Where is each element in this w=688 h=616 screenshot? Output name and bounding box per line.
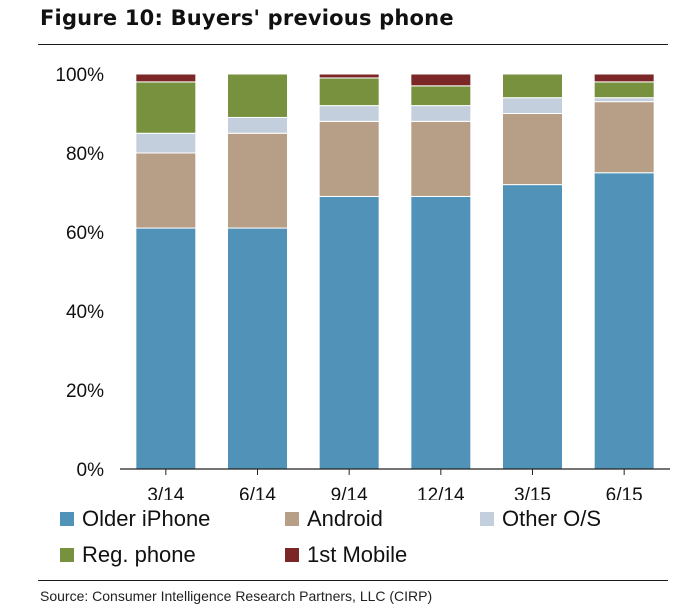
legend-swatch-older-iphone bbox=[60, 512, 74, 526]
y-tick-label: 80% bbox=[66, 144, 104, 165]
y-tick-label: 0% bbox=[77, 460, 105, 481]
legend-label-android: Android bbox=[307, 506, 383, 531]
x-tick-label: 9/14 bbox=[331, 485, 368, 500]
bar-segment-older-iphone bbox=[227, 227, 288, 470]
bar-segment-android bbox=[593, 101, 655, 174]
bar-segment-1st-mobile bbox=[135, 73, 197, 83]
bar-segment-other-o-s bbox=[135, 132, 197, 154]
bar-segment-android bbox=[135, 152, 197, 229]
bar-segment-older-iphone bbox=[410, 195, 472, 470]
bar-segment-other-o-s bbox=[502, 97, 563, 114]
bar-segment-older-iphone bbox=[318, 195, 380, 470]
chart-title: Figure 10: Buyers' previous phone bbox=[40, 6, 454, 30]
bar-segment-1st-mobile bbox=[318, 73, 380, 79]
x-tick-label: 6/14 bbox=[239, 485, 276, 500]
bar-segment-reg-phone bbox=[593, 81, 655, 99]
bar-segment-reg-phone bbox=[135, 81, 197, 134]
legend-item-1st-mobile: 1st Mobile bbox=[285, 542, 407, 568]
legend-item-older-iphone: Older iPhone bbox=[60, 506, 210, 532]
legend-label-1st-mobile: 1st Mobile bbox=[307, 542, 408, 567]
bar-segment-android bbox=[502, 113, 563, 186]
legend-label-reg-phone: Reg. phone bbox=[82, 542, 196, 567]
legend-swatch-other-os bbox=[480, 512, 494, 526]
legend-swatch-1st-mobile bbox=[285, 548, 299, 562]
legend-swatch-android bbox=[285, 512, 299, 526]
source-note: Source: Consumer Intelligence Research P… bbox=[40, 588, 433, 604]
stacked-bar-chart: 0% 20% 40% 60% 80% 100% 3/14 6/14 9/14 12/14 3/15 6… bbox=[55, 65, 670, 500]
bar-segment-1st-mobile bbox=[593, 73, 655, 83]
bar-segment-older-iphone bbox=[135, 227, 197, 470]
bar-segment-older-iphone bbox=[593, 172, 655, 470]
bar-segment-reg-phone bbox=[318, 77, 380, 107]
legend-swatch-reg-phone bbox=[60, 548, 74, 562]
legend-item-android: Android bbox=[285, 506, 383, 532]
bar-segment-reg-phone bbox=[227, 73, 288, 118]
bar-segment-other-o-s bbox=[410, 105, 472, 122]
legend-item-other-os: Other O/S bbox=[480, 506, 601, 532]
x-tick-label: 3/15 bbox=[514, 485, 551, 500]
source-rule bbox=[38, 580, 668, 581]
y-tick-label: 60% bbox=[66, 223, 104, 244]
bar-segment-android bbox=[227, 132, 288, 229]
bar-segment-reg-phone bbox=[502, 73, 563, 99]
x-tick-label: 6/15 bbox=[606, 485, 643, 500]
title-rule bbox=[38, 44, 668, 45]
y-tick-label: 100% bbox=[55, 65, 104, 86]
bar-segment-android bbox=[318, 120, 380, 197]
bar-segment-other-o-s bbox=[593, 97, 655, 103]
bar-segment-reg-phone bbox=[410, 85, 472, 107]
legend-label-other-os: Other O/S bbox=[502, 506, 602, 531]
bar-segment-android bbox=[410, 120, 472, 197]
y-tick-label: 40% bbox=[66, 302, 104, 323]
y-tick-label: 20% bbox=[66, 381, 104, 402]
legend-item-reg-phone: Reg. phone bbox=[60, 542, 196, 568]
bar-segment-other-o-s bbox=[227, 116, 288, 134]
legend-label-older-iphone: Older iPhone bbox=[82, 506, 211, 531]
bar-segment-older-iphone bbox=[502, 184, 563, 470]
x-tick-label: 3/14 bbox=[147, 485, 184, 500]
x-tick-label: 12/14 bbox=[417, 485, 465, 500]
bar-segment-1st-mobile bbox=[410, 73, 472, 87]
bar-segment-other-o-s bbox=[318, 105, 380, 122]
